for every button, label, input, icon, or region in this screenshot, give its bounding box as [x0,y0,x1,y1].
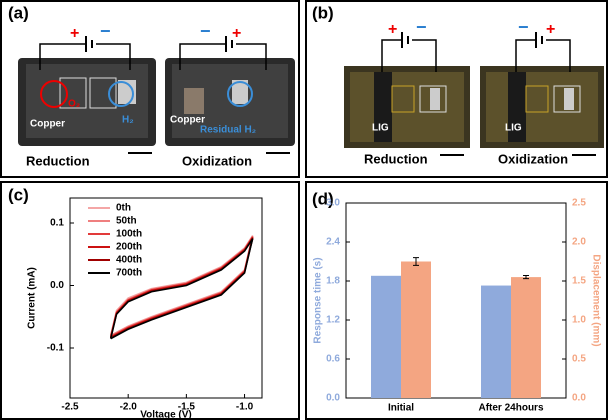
photo-label: O₂ [68,99,80,110]
caption: Reduction [364,151,428,166]
x-tick-label: Initial [388,403,414,414]
y-tick-label: 2.4 [326,237,340,248]
polarity: + [388,21,397,38]
photo-label: H₂ [122,115,134,126]
polarity: − [100,21,111,41]
photo [344,32,604,156]
x-tick-label: After 24hours [478,403,543,414]
y2-tick-label: 2.0 [572,237,586,248]
caption: Oxidization [498,151,568,166]
legend-label: 200th [116,242,142,253]
legend-label: 50th [116,216,137,227]
photo-label: Residual H₂ [200,125,256,136]
photo-label: LIG [505,123,522,134]
panel-frame [306,182,607,419]
y-tick-label: 1.2 [326,315,340,326]
y2-tick-label: 2.5 [572,198,586,209]
bar [371,276,401,398]
figure: (a) + − Copper O₂ H₂ Reduction − + Coppe… [0,0,609,420]
caption: Reduction [26,153,90,168]
y-tick-label: 3.0 [326,198,340,209]
photo [18,36,295,154]
panel-label: (b) [312,3,334,22]
caption: Oxidization [182,153,252,168]
panel-label: (a) [8,3,29,22]
photo-label: LIG [372,123,389,134]
cv-curve [111,239,253,339]
y-tick-label: 0.0 [50,280,64,291]
plot-frame [70,198,262,398]
y2-tick-label: 0.5 [572,354,586,365]
y-axis-label: Current (mA) [27,267,38,329]
panel-label: (c) [8,185,29,204]
x-axis-label: Voltage (V) [140,410,191,420]
y-tick-label: 0.1 [50,218,64,229]
polarity: − [200,21,211,41]
cv-curve [111,238,253,338]
polarity: + [232,25,241,42]
y-tick-label: 0.0 [326,393,340,404]
panel-frame [1,182,299,419]
polarity: − [518,17,529,37]
legend-label: 0th [116,203,131,214]
y-axis-label: Response time (s) [313,257,324,343]
legend-label: 700th [116,268,142,279]
bar [401,262,431,399]
polarity: + [70,25,79,42]
x-tick-label: -1.0 [236,402,254,413]
photo-label: Copper [30,119,65,130]
bar [511,277,541,398]
x-tick-label: -2.0 [120,402,138,413]
bar [481,286,511,398]
y2-tick-label: 1.0 [572,315,586,326]
polarity: + [546,21,555,38]
y-tick-label: 1.8 [326,276,340,287]
legend-label: 400th [116,255,142,266]
y2-tick-label: 1.5 [572,276,586,287]
y-axis-label: Displacement (mm) [590,254,601,346]
y-tick-label: -0.1 [47,343,65,354]
legend-label: 100th [116,229,142,240]
y-tick-label: 0.6 [326,354,340,365]
y2-tick-label: 0.0 [572,393,586,404]
x-tick-label: -2.5 [61,402,79,413]
polarity: − [416,17,427,37]
